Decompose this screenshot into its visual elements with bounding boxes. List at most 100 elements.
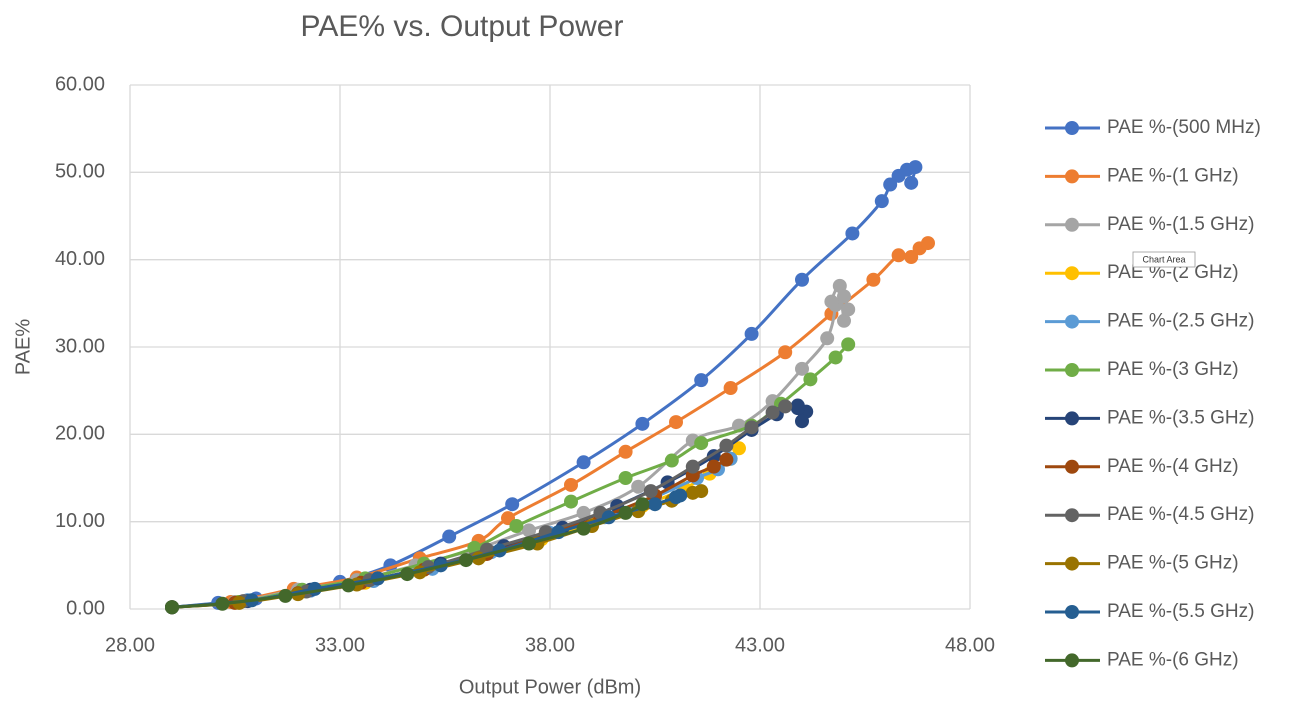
legend-label: PAE %-(4 GHz) bbox=[1107, 456, 1239, 477]
marker bbox=[904, 175, 919, 190]
y-tick-label: 20.00 bbox=[55, 423, 105, 445]
legend-marker bbox=[1065, 363, 1079, 377]
marker bbox=[631, 479, 646, 494]
marker bbox=[442, 529, 457, 544]
marker bbox=[795, 272, 809, 287]
legend-label: PAE %-(5 GHz) bbox=[1107, 553, 1239, 574]
x-tick-label: 38.00 bbox=[525, 634, 575, 656]
series-line bbox=[171, 404, 808, 609]
marker bbox=[673, 488, 688, 503]
marker bbox=[820, 331, 835, 346]
tooltip: Chart Area bbox=[1142, 254, 1185, 264]
marker bbox=[732, 441, 746, 456]
marker bbox=[778, 399, 793, 414]
plot-area bbox=[165, 160, 935, 615]
marker bbox=[215, 596, 230, 611]
marker bbox=[576, 521, 591, 536]
legend-marker bbox=[1065, 459, 1079, 474]
marker bbox=[618, 471, 633, 485]
series-line bbox=[171, 343, 850, 609]
y-tick-label: 30.00 bbox=[55, 335, 105, 357]
marker bbox=[341, 578, 356, 593]
marker bbox=[904, 250, 919, 265]
legend-marker bbox=[1065, 411, 1079, 426]
marker bbox=[908, 160, 923, 175]
tooltip-box bbox=[1132, 251, 1196, 268]
marker bbox=[685, 459, 700, 474]
marker bbox=[564, 477, 578, 492]
legend-label: PAE %-(3 GHz) bbox=[1107, 359, 1239, 380]
series-line bbox=[171, 502, 644, 609]
marker bbox=[837, 313, 851, 328]
y-tick-label: 50.00 bbox=[55, 161, 105, 183]
marker bbox=[837, 289, 851, 304]
marker bbox=[883, 177, 898, 192]
grid: 0.00 10.00 20.00 30.00 40.00 50.00 60.00 28.00 3… bbox=[55, 73, 995, 656]
marker bbox=[694, 436, 709, 451]
marker bbox=[921, 236, 935, 251]
legend-label: PAE %-(3.5 GHz) bbox=[1107, 407, 1254, 428]
x-axis-title: Output Power (dBm) bbox=[459, 676, 641, 698]
legend-label: PAE %-(1.5 GHz) bbox=[1107, 214, 1254, 235]
y-axis-title: PAE% bbox=[12, 319, 34, 376]
legend-label: PAE %-(6 GHz) bbox=[1107, 649, 1239, 670]
marker bbox=[522, 536, 536, 551]
marker bbox=[522, 523, 536, 538]
marker bbox=[576, 455, 591, 470]
legend-marker bbox=[1065, 556, 1079, 571]
marker bbox=[744, 420, 759, 435]
legend-marker bbox=[1065, 217, 1079, 232]
marker bbox=[803, 372, 818, 387]
legend-marker bbox=[1065, 605, 1079, 619]
marker bbox=[841, 302, 856, 317]
x-tick-label: 43.00 bbox=[735, 634, 785, 656]
marker bbox=[719, 438, 734, 453]
marker bbox=[795, 414, 809, 429]
legend-label: PAE %-(500 MHz) bbox=[1107, 117, 1261, 138]
marker bbox=[564, 494, 578, 509]
legend-marker bbox=[1065, 121, 1079, 135]
legend-label: PAE %-(4.5 GHz) bbox=[1107, 504, 1254, 525]
marker bbox=[648, 497, 662, 512]
marker bbox=[618, 505, 633, 520]
x-tick-label: 33.00 bbox=[315, 634, 365, 656]
marker bbox=[832, 278, 847, 293]
x-tick-label: 28.00 bbox=[105, 634, 155, 656]
marker bbox=[778, 345, 793, 360]
marker bbox=[635, 497, 650, 512]
marker bbox=[664, 453, 679, 468]
marker bbox=[874, 194, 889, 209]
legend-marker bbox=[1065, 508, 1079, 523]
legend-label: PAE %-(2.5 GHz) bbox=[1107, 311, 1254, 332]
legend-label: PAE %-(2 GHz) bbox=[1107, 262, 1239, 283]
legend-marker bbox=[1065, 169, 1079, 184]
marker bbox=[694, 373, 709, 388]
marker bbox=[795, 361, 809, 376]
marker bbox=[307, 581, 322, 596]
marker bbox=[866, 272, 881, 287]
legend-marker bbox=[1065, 266, 1079, 281]
y-tick-label: 0.00 bbox=[66, 597, 105, 619]
marker bbox=[694, 484, 709, 499]
marker bbox=[765, 405, 780, 420]
marker bbox=[845, 226, 860, 241]
marker bbox=[165, 600, 179, 615]
legend-marker bbox=[1065, 314, 1079, 329]
marker bbox=[509, 519, 524, 534]
marker bbox=[706, 459, 721, 474]
marker bbox=[841, 337, 856, 352]
x-tick-label: 48.00 bbox=[945, 634, 995, 656]
marker bbox=[618, 444, 633, 459]
marker bbox=[669, 415, 683, 430]
marker bbox=[635, 416, 650, 431]
marker bbox=[643, 484, 658, 499]
legend-label: PAE %-(5.5 GHz) bbox=[1107, 601, 1254, 622]
marker bbox=[723, 381, 738, 396]
marker bbox=[744, 326, 759, 341]
chart-title: PAE% vs. Output Power bbox=[301, 10, 624, 43]
y-tick-label: 40.00 bbox=[55, 248, 105, 270]
marker bbox=[790, 401, 805, 416]
marker bbox=[278, 588, 293, 603]
